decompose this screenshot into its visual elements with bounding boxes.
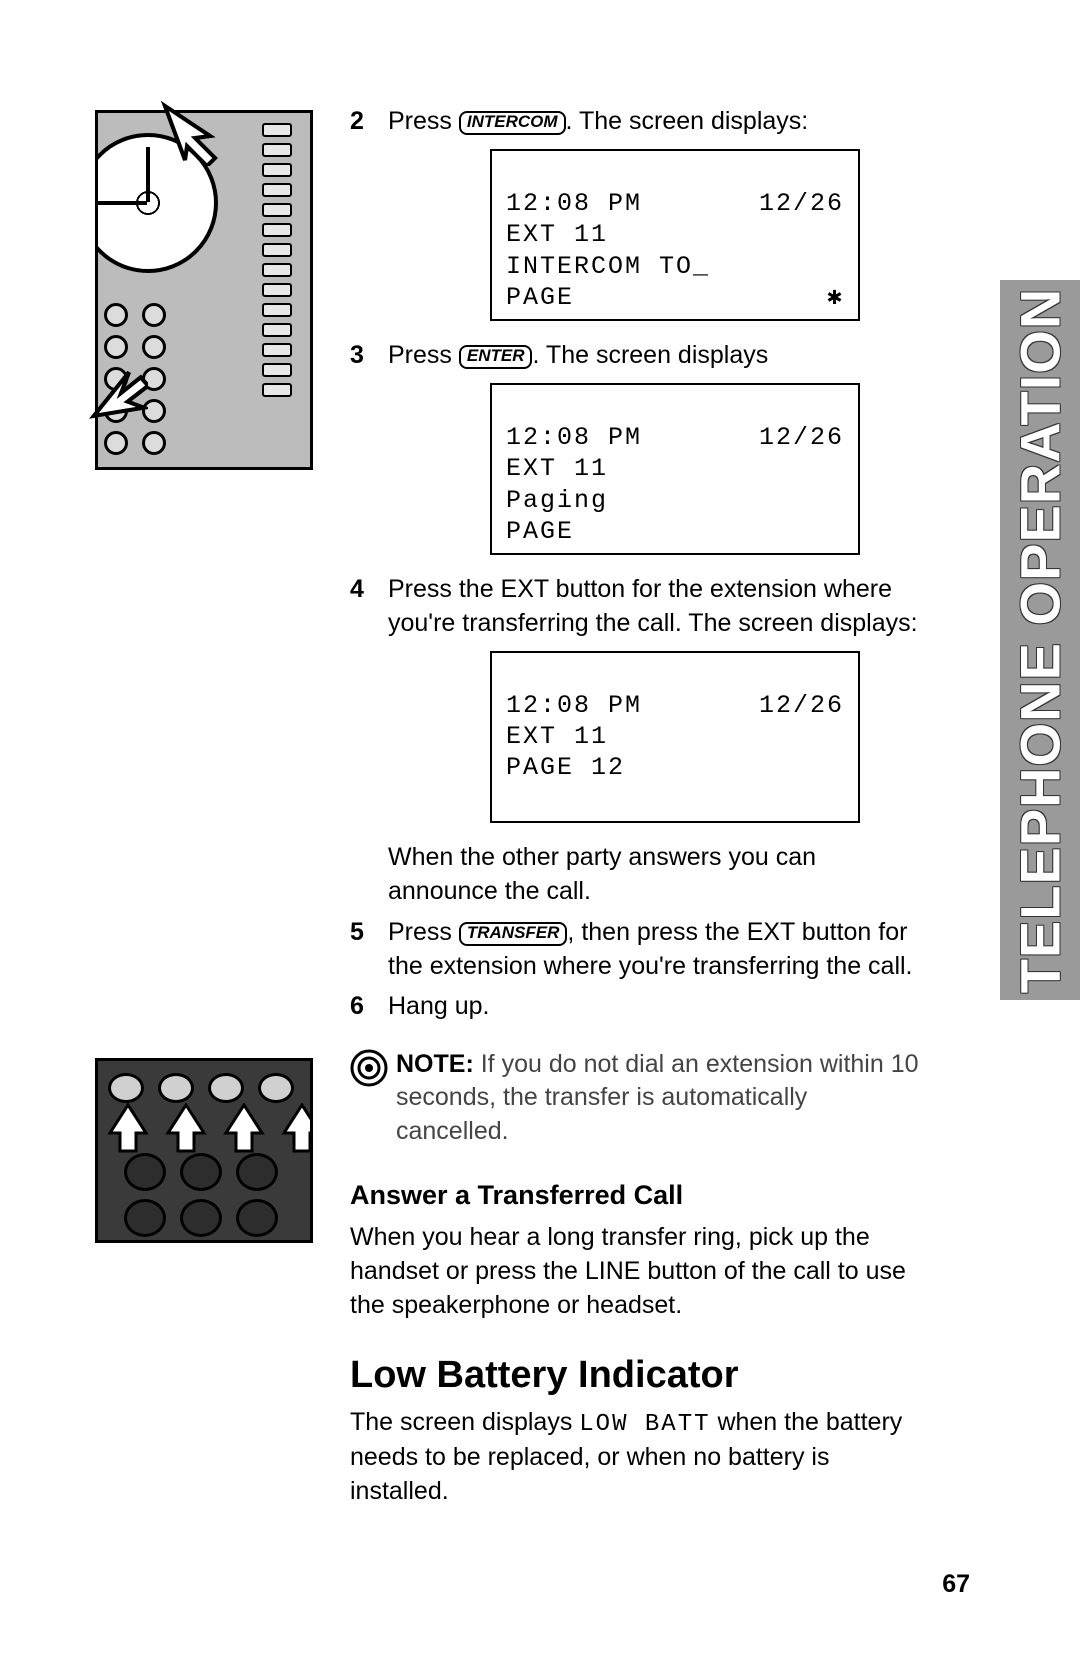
target-note-icon bbox=[350, 1049, 388, 1087]
lcd-text: EXT 11 bbox=[506, 454, 608, 483]
step-text: . The screen displays: bbox=[566, 107, 809, 135]
content-column: 2 Press INTERCOM. The screen displays: 1… bbox=[350, 105, 920, 1509]
step-body: Press the EXT button for the extension w… bbox=[388, 573, 920, 641]
lcd-text: 12/26 bbox=[759, 422, 844, 453]
step-body: Press ENTER. The screen displays bbox=[388, 339, 920, 373]
lcd-text: 12:08 PM bbox=[506, 422, 642, 453]
lcd-text: Paging bbox=[506, 486, 608, 515]
answer-heading: Answer a Transferred Call bbox=[350, 1177, 920, 1213]
answer-body: When you hear a long transfer ring, pick… bbox=[350, 1221, 920, 1322]
step-number: 5 bbox=[350, 916, 388, 984]
step-body: Hang up. bbox=[388, 990, 920, 1024]
manual-page: TELEPHONE OPERATION 2 Press INTERCOM. Th… bbox=[0, 0, 1080, 1669]
phone-illustration-keypad bbox=[95, 1058, 313, 1243]
step-number: 6 bbox=[350, 990, 388, 1024]
step-text: Press bbox=[388, 918, 459, 946]
step-text: Press bbox=[388, 107, 459, 135]
lcd-text: ✱ bbox=[827, 282, 844, 313]
intercom-key-icon: INTERCOM bbox=[459, 111, 566, 135]
step-number: 2 bbox=[350, 105, 388, 139]
page-number: 67 bbox=[942, 1570, 970, 1599]
lcd-text: 12/26 bbox=[759, 188, 844, 219]
lcd-text: INTERCOM TO_ bbox=[506, 252, 710, 281]
step-number: 4 bbox=[350, 573, 388, 641]
up-arrow-icon bbox=[280, 1103, 313, 1153]
step-6: 6 Hang up. bbox=[350, 990, 920, 1024]
lcd-text: EXT 11 bbox=[506, 220, 608, 249]
note-body: If you do not dial an extension within 1… bbox=[396, 1050, 919, 1146]
lcd-text bbox=[506, 785, 523, 814]
step-5: 5 Press TRANSFER, then press the EXT but… bbox=[350, 916, 920, 984]
note-text: NOTE: If you do not dial an extension wi… bbox=[396, 1048, 920, 1149]
up-arrow-icon bbox=[164, 1103, 208, 1153]
step-text: Press bbox=[388, 341, 459, 369]
step-2: 2 Press INTERCOM. The screen displays: bbox=[350, 105, 920, 139]
section-tab-label: TELEPHONE OPERATION bbox=[1008, 287, 1073, 993]
up-arrow-icon bbox=[222, 1103, 266, 1153]
lcd-display-1: 12:08 PM 12/26 EXT 11 INTERCOM TO_ PAGE ✱ bbox=[490, 149, 860, 321]
note-label: NOTE: bbox=[396, 1050, 474, 1078]
low-battery-body: The screen displays LOW BATT when the ba… bbox=[350, 1406, 920, 1509]
step-text: . The screen displays bbox=[532, 341, 768, 369]
step-4-continuation: When the other party answers you can ann… bbox=[388, 841, 920, 909]
step-body: Press TRANSFER, then press the EXT butto… bbox=[388, 916, 920, 984]
lcd-text: PAGE 12 bbox=[506, 753, 625, 782]
section-tab: TELEPHONE OPERATION bbox=[1000, 280, 1080, 1000]
up-arrow-icon bbox=[106, 1103, 150, 1153]
lowbatt-code: LOW BATT bbox=[579, 1411, 710, 1438]
lcd-text: 12:08 PM bbox=[506, 188, 642, 219]
lcd-text: 12/26 bbox=[759, 690, 844, 721]
enter-key-icon: ENTER bbox=[459, 345, 533, 369]
lcd-display-3: 12:08 PM 12/26 EXT 11 PAGE 12 bbox=[490, 651, 860, 823]
step-body: Press INTERCOM. The screen displays: bbox=[388, 105, 920, 139]
lcd-text: PAGE bbox=[506, 282, 574, 313]
lcd-display-2: 12:08 PM 12/26 EXT 11 Paging PAGE bbox=[490, 383, 860, 555]
step-3: 3 Press ENTER. The screen displays bbox=[350, 339, 920, 373]
low-battery-heading: Low Battery Indicator bbox=[350, 1350, 920, 1401]
note-block: NOTE: If you do not dial an extension wi… bbox=[350, 1048, 920, 1149]
lcd-text: 12:08 PM bbox=[506, 690, 642, 721]
lcd-text: PAGE bbox=[506, 517, 574, 546]
step-number: 3 bbox=[350, 339, 388, 373]
transfer-key-icon: TRANSFER bbox=[459, 922, 568, 946]
step-4: 4 Press the EXT button for the extension… bbox=[350, 573, 920, 641]
lowbatt-pre: The screen displays bbox=[350, 1408, 579, 1436]
lcd-text: EXT 11 bbox=[506, 722, 608, 751]
